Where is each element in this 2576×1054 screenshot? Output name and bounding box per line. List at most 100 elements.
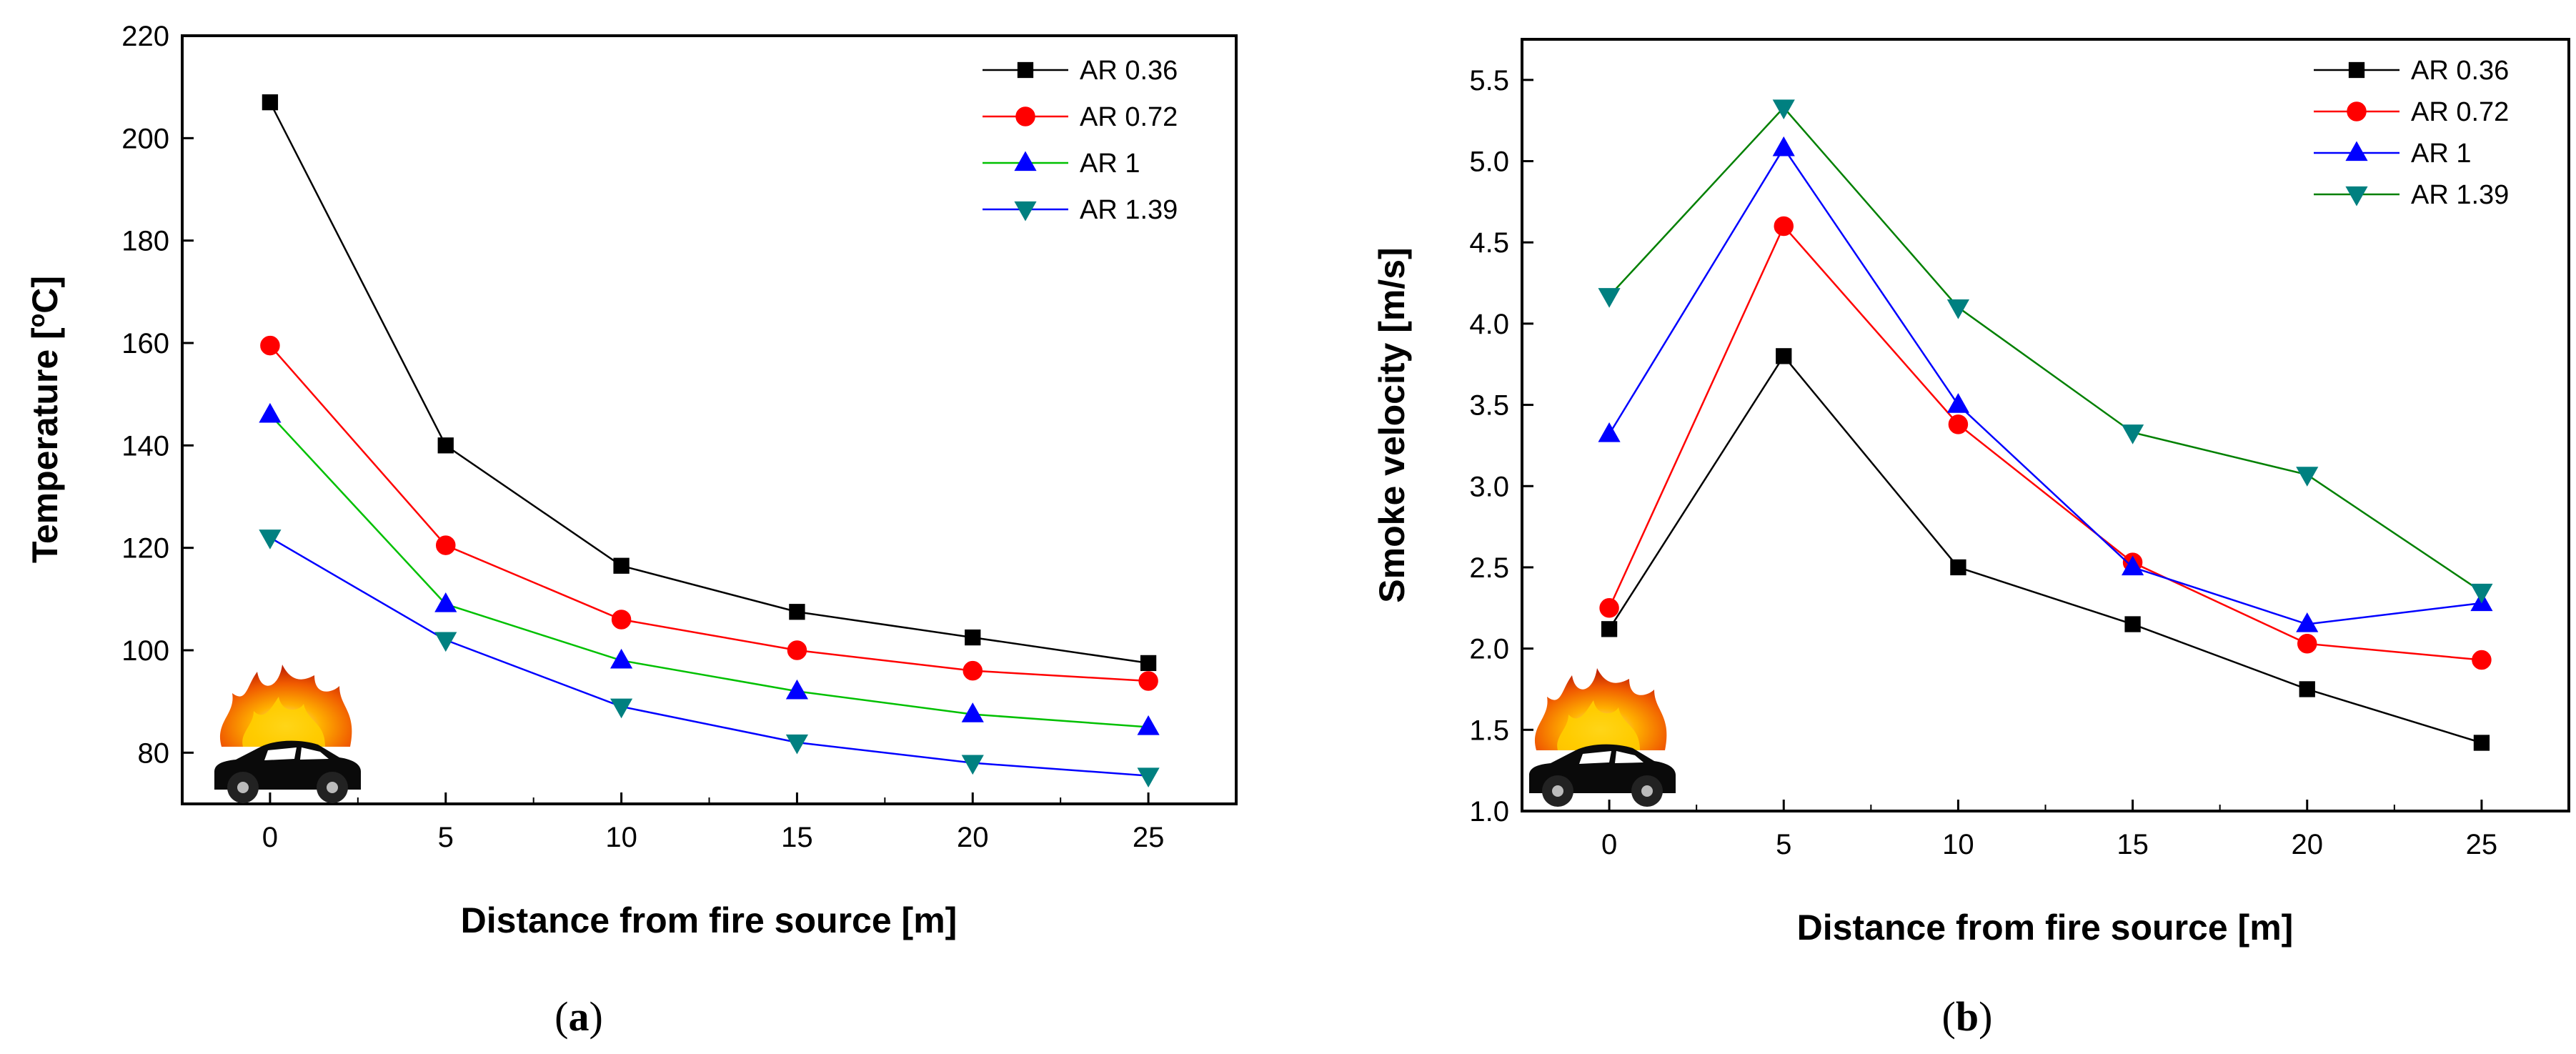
chart-panel-a: 80 100 120 140 160 180 200 220 0 5 10 15 20 25 AR 0.… <box>24 21 1238 1040</box>
series-line <box>1608 224 2482 661</box>
data-point <box>1774 216 1794 237</box>
legend-label: AR 1 <box>1080 149 1140 179</box>
panel-letter: b <box>1956 993 1979 1040</box>
data-point <box>2297 634 2317 654</box>
x-tick-label: 25 <box>2466 829 2498 860</box>
data-point <box>2470 583 2493 604</box>
y-tick-label: 220 <box>121 21 169 52</box>
data-point <box>434 632 457 652</box>
x-axis-title: Distance from fire source [m] <box>1797 908 2294 948</box>
x-axis: 0 5 10 15 20 25 <box>1601 800 2497 860</box>
data-point <box>2296 467 2319 487</box>
data-point <box>789 604 805 620</box>
x-tick-label: 15 <box>2117 829 2149 860</box>
data-point <box>611 610 632 630</box>
data-point <box>262 94 279 111</box>
data-point <box>1772 136 1795 156</box>
x-axis-title: Distance from fire source [m] <box>461 900 958 940</box>
data-point <box>785 679 809 700</box>
data-point <box>961 755 984 775</box>
y-tick-label: 2.5 <box>1469 552 1509 584</box>
data-point <box>434 592 457 612</box>
data-point <box>259 530 282 550</box>
data-point <box>1599 598 1619 618</box>
data-point <box>1137 715 1160 735</box>
y-tick-label: 3.0 <box>1469 471 1509 502</box>
legend-label: AR 0.72 <box>1080 102 1178 132</box>
data-point <box>2472 650 2492 670</box>
x-tick-label: 10 <box>605 822 637 853</box>
y-tick-label: 2.0 <box>1469 634 1509 665</box>
series-line <box>1608 146 2482 625</box>
data-point <box>2121 424 2144 444</box>
car-fire-icon <box>214 665 361 803</box>
data-point <box>437 437 454 454</box>
data-point <box>1601 621 1618 637</box>
series-line <box>269 344 1149 682</box>
y-tick-label: 4.5 <box>1469 227 1509 259</box>
legend-marker <box>1015 106 1035 126</box>
y-tick-label: 180 <box>121 226 169 257</box>
y-tick-label: 3.5 <box>1469 390 1509 422</box>
x-tick-label: 5 <box>438 822 454 853</box>
series-line <box>269 537 1149 777</box>
data-point <box>787 640 807 660</box>
data-point <box>1138 671 1158 691</box>
plot-frame <box>181 34 1238 805</box>
data-point <box>1598 288 1621 308</box>
car-fire-icon <box>1529 668 1676 807</box>
data-point <box>260 335 280 356</box>
legend-label: AR 0.36 <box>1080 56 1178 86</box>
data-point <box>1950 559 1966 576</box>
x-tick-label: 20 <box>2292 829 2324 860</box>
data-point <box>1137 767 1160 788</box>
y-tick-label: 100 <box>121 635 169 667</box>
data-point <box>785 734 809 755</box>
legend-marker <box>2345 141 2368 161</box>
y-axis-title: Temperature [oC] <box>24 276 65 563</box>
y-tick-label: 160 <box>121 328 169 359</box>
legend-marker <box>1014 201 1037 222</box>
x-axis: 0 5 10 15 20 25 <box>262 792 1164 853</box>
legend-label: AR 0.36 <box>2411 56 2509 86</box>
data-point <box>1948 414 1969 434</box>
legend-marker <box>1017 61 1034 79</box>
x-tick-label: 15 <box>781 822 813 853</box>
series-layer <box>259 94 1160 788</box>
data-point <box>259 402 282 423</box>
y-tick-label: 5.0 <box>1469 146 1509 178</box>
legend-marker <box>2348 61 2365 79</box>
data-point <box>436 535 456 555</box>
chart-panel-b: 1.0 1.5 2.0 2.5 3.0 3.5 4.0 4.5 5.0 5.5 0 5 10 15 20 2… <box>1372 38 2570 1040</box>
series-layer <box>1598 99 2493 751</box>
legend-label: AR 1 <box>2411 139 2471 169</box>
data-point <box>2473 735 2490 751</box>
data-point <box>2296 612 2319 632</box>
data-point <box>965 629 981 646</box>
panel-label: (b) <box>1942 993 1993 1040</box>
y-axis-title: Smoke velocity [m/s] <box>1372 247 1412 602</box>
series-line <box>269 101 1149 665</box>
data-point <box>961 702 984 722</box>
data-point <box>610 698 633 719</box>
y-tick-label: 1.0 <box>1469 796 1509 827</box>
series-line <box>1608 106 2482 593</box>
y-tick-label: 5.5 <box>1469 65 1509 96</box>
panel-letter: a <box>569 993 590 1040</box>
legend-label: AR 0.72 <box>2411 97 2509 127</box>
series-line <box>1608 354 2482 744</box>
x-tick-label: 10 <box>1942 829 1974 860</box>
data-point <box>1946 393 1970 413</box>
y-tick-label: 80 <box>138 737 170 769</box>
data-point <box>1776 348 1792 364</box>
legend-label: AR 1.39 <box>2411 180 2509 210</box>
y-tick-label: 120 <box>121 533 169 565</box>
x-tick-label: 5 <box>1776 829 1791 860</box>
data-point <box>2124 616 2141 632</box>
y-axis-title-part: Temperature [ <box>25 327 65 563</box>
data-point <box>1772 99 1795 119</box>
legend-marker <box>2347 101 2367 121</box>
data-point <box>2299 681 2315 697</box>
y-axis-title-superscript: o <box>24 314 49 328</box>
